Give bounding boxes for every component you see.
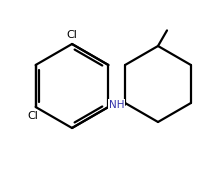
- Text: NH: NH: [109, 100, 125, 110]
- Text: Cl: Cl: [67, 30, 77, 40]
- Text: Cl: Cl: [27, 111, 38, 121]
